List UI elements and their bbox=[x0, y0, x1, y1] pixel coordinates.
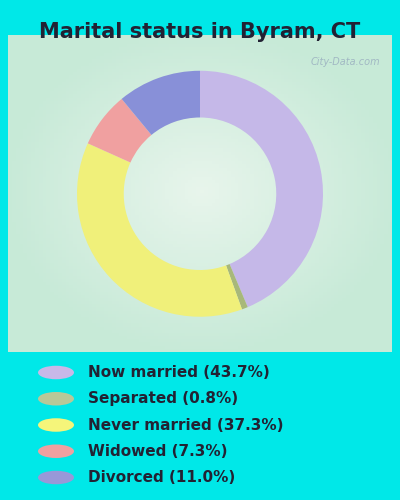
Wedge shape bbox=[122, 70, 200, 135]
Circle shape bbox=[38, 366, 74, 379]
Text: City-Data.com: City-Data.com bbox=[311, 57, 380, 67]
Circle shape bbox=[38, 418, 74, 432]
Wedge shape bbox=[77, 144, 242, 316]
Circle shape bbox=[38, 392, 74, 406]
Wedge shape bbox=[88, 99, 152, 162]
Text: Never married (37.3%): Never married (37.3%) bbox=[88, 418, 284, 432]
Wedge shape bbox=[226, 264, 248, 310]
Text: Separated (0.8%): Separated (0.8%) bbox=[88, 391, 238, 406]
Text: Marital status in Byram, CT: Marital status in Byram, CT bbox=[39, 22, 361, 42]
Text: Widowed (7.3%): Widowed (7.3%) bbox=[88, 444, 228, 459]
Circle shape bbox=[38, 471, 74, 484]
Circle shape bbox=[38, 444, 74, 458]
Text: Divorced (11.0%): Divorced (11.0%) bbox=[88, 470, 235, 485]
Wedge shape bbox=[200, 70, 323, 307]
Text: Now married (43.7%): Now married (43.7%) bbox=[88, 365, 270, 380]
